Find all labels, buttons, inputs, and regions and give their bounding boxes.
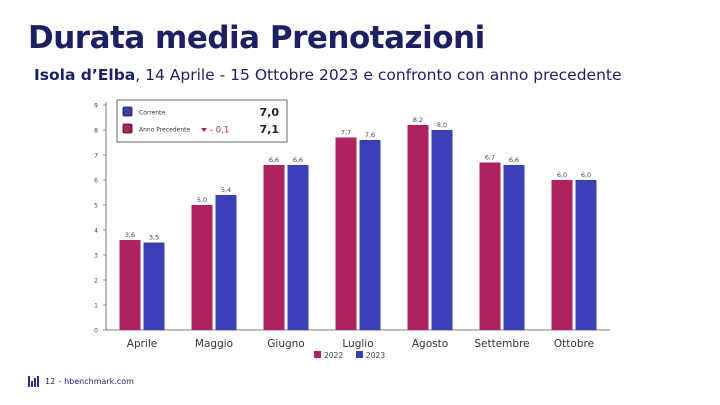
footer-separator: - [58, 377, 62, 386]
legend-label: 2022 [324, 351, 343, 360]
x-tick-label: Luglio [342, 338, 373, 350]
summary-box [116, 99, 288, 143]
triangle-down-icon [201, 128, 207, 132]
footer: 12 - hbenchmark.com [28, 376, 134, 387]
bar-2023 [215, 195, 237, 330]
legend-label: 2023 [366, 351, 385, 360]
bar-2023 [503, 165, 525, 330]
bar-2023 [143, 242, 165, 330]
hbenchmark-logo-icon [28, 376, 39, 387]
page-subtitle: Isola d’Elba, 14 Aprile - 15 Ottobre 202… [34, 66, 622, 84]
bar-chart: 0 1 2 3 4 5 6 7 8 9 3,6 3,5 Aprile 5,0 5,4 Maggio 6,6 6,6… [94, 99, 610, 360]
data-label: 3,6 [125, 231, 135, 239]
bar-2022 [551, 180, 573, 330]
bar-2023 [287, 165, 309, 330]
bar-2022 [119, 240, 141, 330]
summary-label: Corrente [139, 110, 165, 117]
bar-2022 [479, 162, 501, 330]
data-label: 5,4 [221, 186, 231, 194]
y-tick-label: 0 [94, 328, 98, 335]
y-tick-label: 2 [94, 278, 98, 285]
y-tick-label: 4 [94, 228, 98, 235]
y-tick-label: 8 [94, 128, 98, 135]
x-tick-label: Agosto [412, 338, 448, 350]
data-label: 6,0 [581, 171, 591, 179]
summary-delta: - 0,1 [210, 126, 229, 136]
bar-2022 [407, 125, 429, 330]
data-label: 6,6 [509, 156, 519, 164]
y-tick-label: 7 [94, 153, 98, 160]
x-tick-label: Settembre [474, 338, 529, 350]
footer-site: hbenchmark.com [64, 377, 134, 386]
subtitle-location: Isola d’Elba [34, 66, 136, 84]
summary-swatch [122, 106, 133, 117]
data-label: 6,7 [485, 154, 495, 162]
x-tick-label: Ottobre [554, 338, 594, 350]
legend-swatch-2023 [356, 351, 363, 358]
data-label: 6,0 [557, 171, 567, 179]
bar-2022 [335, 137, 357, 330]
bar-2023 [575, 180, 597, 330]
data-label: 6,6 [269, 156, 279, 164]
bar-2022 [191, 205, 213, 330]
data-label: 3,5 [149, 234, 159, 242]
summary-label: Anno Precedente [139, 127, 190, 134]
data-label: 7,6 [365, 131, 375, 139]
x-tick-label: Aprile [127, 338, 157, 350]
summary-value: 7,0 [260, 106, 280, 119]
data-label: 7,7 [341, 129, 351, 137]
y-tick-label: 1 [94, 303, 98, 310]
summary-swatch [122, 123, 133, 134]
data-label: 5,0 [197, 196, 207, 204]
bar-2023 [431, 130, 453, 330]
y-tick-label: 5 [94, 203, 98, 210]
page-title: Durata media Prenotazioni [28, 20, 485, 56]
x-tick-label: Giugno [267, 338, 304, 350]
data-label: 8,0 [437, 121, 447, 129]
bar-2023 [359, 140, 381, 330]
data-label: 6,6 [293, 156, 303, 164]
data-label: 8,2 [413, 116, 423, 124]
y-tick-label: 6 [94, 178, 98, 185]
subtitle-period: , 14 Aprile - 15 Ottobre 2023 e confront… [135, 66, 622, 84]
y-tick-label: 3 [94, 253, 98, 260]
y-tick-label: 9 [94, 103, 98, 110]
x-tick-label: Maggio [195, 338, 233, 350]
bar-2022 [263, 165, 285, 330]
legend-swatch-2022 [314, 351, 321, 358]
footer-page-number: 12 [45, 377, 56, 386]
summary-value: 7,1 [260, 123, 280, 136]
